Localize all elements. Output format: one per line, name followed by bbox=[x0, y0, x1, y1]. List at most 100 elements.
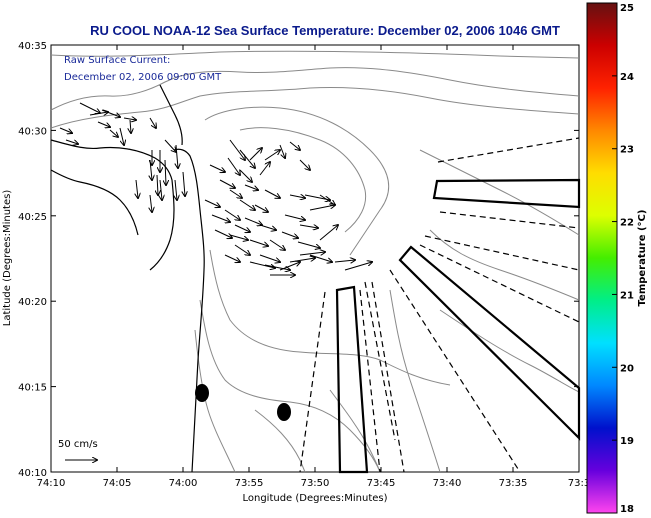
current-vector-arrow bbox=[227, 157, 240, 175]
current-vector-arrow bbox=[289, 258, 315, 263]
current-vector-arrow bbox=[234, 224, 250, 232]
current-vector-arrow bbox=[289, 141, 300, 150]
colorbar-tick-label: 19 bbox=[620, 436, 634, 447]
current-vector-arrow bbox=[136, 179, 138, 198]
current-vector-arrow bbox=[244, 217, 262, 225]
zone-east-north bbox=[432, 178, 581, 209]
current-vector-arrow bbox=[175, 179, 177, 200]
current-vector-arrow bbox=[259, 254, 280, 262]
buoy-marker-east bbox=[277, 403, 291, 421]
current-vector-arrow bbox=[157, 174, 158, 195]
colorbar-tick-label: 25 bbox=[620, 3, 634, 14]
current-vector-arrow bbox=[150, 159, 152, 180]
current-vector-arrow bbox=[264, 150, 280, 161]
current-vector-arrow bbox=[176, 144, 178, 168]
buoy-marker-west bbox=[195, 384, 209, 402]
current-vector-arrow bbox=[65, 139, 78, 144]
current-vector-arrow bbox=[214, 229, 232, 238]
colorbar-label: Temperature (°C) bbox=[637, 210, 648, 307]
current-vector-arrow bbox=[244, 184, 258, 190]
current-vector-arrow bbox=[281, 231, 298, 238]
colorbar-tick-label: 22 bbox=[620, 218, 634, 229]
y-axis-ticks: 40:35 40:30 40:25 40:20 40:15 40:10 bbox=[18, 41, 579, 479]
current-vector-arrow bbox=[249, 261, 275, 268]
radial-dashed-lines bbox=[299, 137, 580, 473]
current-vector-arrow bbox=[204, 199, 220, 207]
current-vector-arrow bbox=[249, 148, 262, 161]
current-vector-arrow bbox=[101, 109, 120, 117]
x-axis-label: Longitude (Degrees:Minutes) bbox=[242, 493, 387, 504]
colorbar-tick-label: 21 bbox=[620, 290, 634, 301]
current-vector-arrow bbox=[229, 139, 245, 160]
annotation-line-1: Raw Surface Current: bbox=[64, 55, 170, 66]
exclusion-zones bbox=[335, 178, 581, 474]
y-tick-label: 40:35 bbox=[18, 41, 47, 52]
current-vector-arrow bbox=[264, 264, 290, 270]
current-vector-arrow bbox=[224, 209, 240, 220]
y-tick-label: 40:15 bbox=[18, 383, 47, 394]
y-tick-label: 40:20 bbox=[18, 297, 47, 308]
current-vector-arrow bbox=[297, 241, 320, 248]
current-vector-arrow bbox=[183, 171, 185, 196]
current-vector-arrow bbox=[164, 139, 176, 152]
current-vector-arrow bbox=[299, 252, 325, 255]
current-vector-arrow bbox=[344, 262, 372, 271]
current-vector-arrow bbox=[79, 102, 100, 113]
current-vector-arrow bbox=[299, 159, 310, 170]
current-vector-arrow bbox=[165, 159, 166, 185]
x-tick-label: 73:40 bbox=[433, 478, 462, 489]
current-vector-arrow bbox=[279, 144, 285, 158]
current-vector-arrow bbox=[254, 204, 268, 212]
current-vector-arrow bbox=[269, 239, 285, 250]
current-vector-arrow bbox=[279, 262, 300, 271]
current-vector-arrow bbox=[229, 189, 242, 198]
current-vector-arrow bbox=[224, 254, 240, 262]
y-tick-label: 40:25 bbox=[18, 212, 47, 223]
current-vector-arrow bbox=[309, 254, 332, 262]
current-vector-arrow bbox=[284, 214, 305, 220]
scale-bar-label: 50 cm/s bbox=[58, 439, 98, 450]
current-vector-arrow bbox=[160, 179, 162, 200]
current-vector-arrow bbox=[259, 162, 270, 176]
colorbar bbox=[586, 2, 618, 514]
current-vector-arrow bbox=[149, 117, 156, 128]
current-vector-arrow bbox=[319, 194, 335, 205]
current-vector-arrow bbox=[249, 239, 268, 246]
current-vector-arrow bbox=[239, 149, 255, 168]
current-vector-arrow bbox=[59, 127, 72, 133]
y-axis-label: Latitude (Degrees:Minutes) bbox=[2, 190, 13, 327]
current-vector-arrow bbox=[299, 225, 318, 228]
colorbar-tick-label: 20 bbox=[620, 363, 634, 374]
current-vector-arrow bbox=[130, 119, 131, 133]
current-vector-arrow bbox=[123, 118, 136, 120]
colorbar-tick-label: 24 bbox=[620, 72, 634, 83]
y-tick-label: 40:30 bbox=[18, 126, 47, 137]
surface-current-vectors bbox=[59, 102, 372, 275]
map-title: RU COOL NOAA-12 Sea Surface Temperature:… bbox=[90, 23, 560, 38]
x-tick-label: 74:00 bbox=[169, 478, 198, 489]
current-vector-arrow bbox=[209, 164, 225, 172]
current-vector-arrow bbox=[264, 189, 280, 198]
zone-east-diagonal bbox=[398, 245, 581, 441]
current-vector-arrow bbox=[319, 225, 338, 241]
x-tick-label: 74:05 bbox=[103, 478, 132, 489]
current-vector-arrow bbox=[119, 127, 124, 145]
current-vector-arrow bbox=[239, 199, 255, 210]
colorbar-tick-label: 23 bbox=[620, 145, 634, 156]
x-tick-label: 73:45 bbox=[367, 478, 396, 489]
x-tick-label: 74:10 bbox=[37, 478, 66, 489]
x-axis-ticks: 74:10 74:05 74:00 73:55 73:50 73:45 73:40 73:35… bbox=[37, 45, 590, 489]
current-vector-arrow bbox=[109, 129, 118, 137]
current-vector-arrow bbox=[334, 260, 355, 262]
x-tick-label: 73:55 bbox=[235, 478, 264, 489]
current-vector-arrow bbox=[150, 194, 152, 212]
annotation-line-2: December 02, 2006 09:00 GMT bbox=[64, 72, 222, 83]
current-vector-arrow bbox=[259, 224, 276, 230]
current-vector-arrow bbox=[289, 195, 305, 198]
x-tick-label: 73:35 bbox=[499, 478, 528, 489]
y-tick-label: 40:10 bbox=[18, 468, 47, 479]
x-tick-label: 73:50 bbox=[301, 478, 330, 489]
current-vector-arrow bbox=[211, 214, 230, 222]
zone-south bbox=[335, 285, 369, 474]
